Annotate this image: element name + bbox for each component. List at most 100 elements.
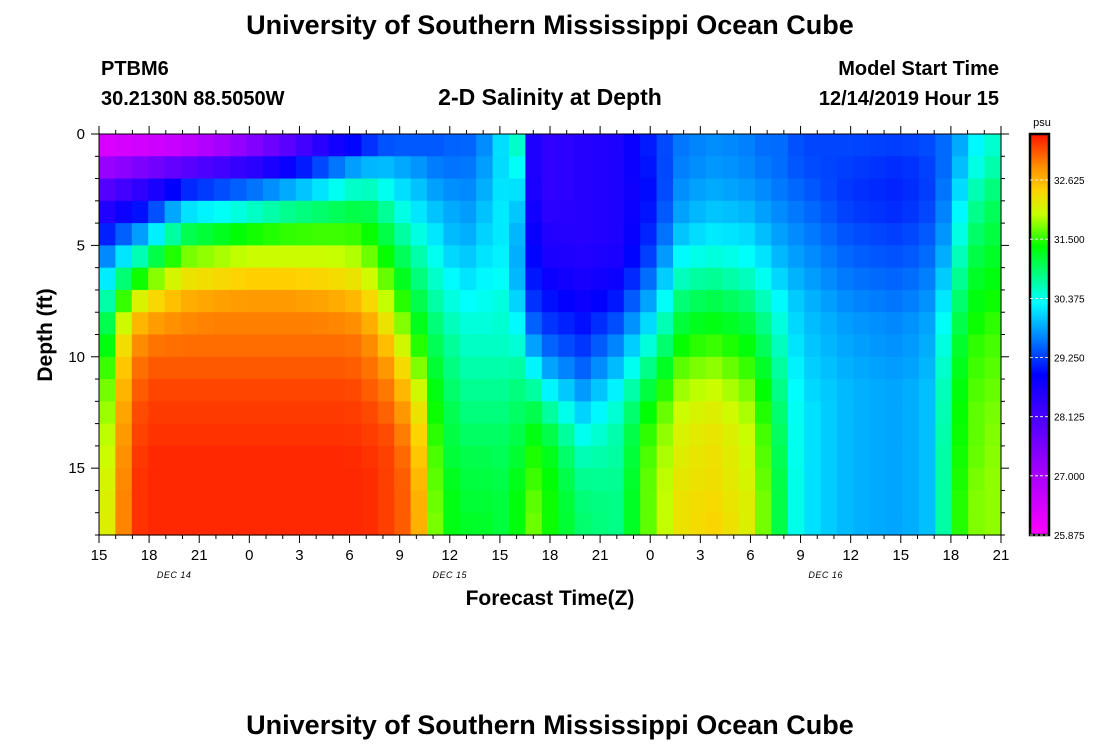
heatmap-cell bbox=[99, 178, 116, 202]
heatmap-cell bbox=[607, 379, 625, 402]
heatmap-cell bbox=[804, 223, 822, 246]
heatmap-cell bbox=[804, 401, 822, 425]
heatmap-cell bbox=[673, 334, 690, 358]
x-tick-label: 9 bbox=[796, 547, 804, 564]
heatmap-cell bbox=[722, 356, 740, 380]
heatmap-cell bbox=[935, 289, 953, 313]
heatmap-cell bbox=[148, 156, 166, 180]
heatmap-cell bbox=[181, 445, 198, 469]
heatmap-cell bbox=[558, 200, 576, 224]
heatmap-cell bbox=[328, 134, 346, 157]
heatmap-cell bbox=[197, 468, 215, 492]
heatmap-cell bbox=[213, 289, 231, 313]
heatmap-cell bbox=[459, 468, 477, 492]
x-tick-label: 18 bbox=[943, 547, 960, 564]
heatmap-cell bbox=[738, 379, 756, 402]
heatmap-cell bbox=[984, 468, 1002, 492]
heatmap-cell bbox=[181, 223, 198, 246]
heatmap-cell bbox=[623, 512, 641, 536]
heatmap-cell bbox=[148, 223, 166, 246]
heatmap-cell bbox=[246, 178, 264, 202]
x-tick-label: 21 bbox=[592, 547, 609, 564]
heatmap-cell bbox=[459, 156, 477, 180]
heatmap-cell bbox=[164, 356, 182, 380]
x-tick-label: 15 bbox=[91, 547, 108, 564]
heatmap-cell bbox=[443, 245, 461, 269]
heatmap-cell bbox=[574, 156, 592, 180]
heatmap-cell bbox=[771, 223, 789, 246]
heatmap-cell bbox=[394, 423, 412, 447]
heatmap-cell bbox=[640, 334, 658, 358]
heatmap-cell bbox=[853, 223, 871, 246]
heatmap-cell bbox=[787, 334, 805, 358]
heatmap-cell bbox=[345, 134, 362, 157]
heatmap-cell bbox=[131, 200, 149, 224]
heatmap-cell bbox=[820, 156, 838, 180]
heatmap-cell bbox=[591, 267, 608, 291]
heatmap-cell bbox=[951, 423, 969, 447]
heatmap-cell bbox=[738, 156, 756, 180]
heatmap-cell bbox=[623, 267, 641, 291]
heatmap-cell bbox=[886, 379, 904, 402]
y-tick-label: 5 bbox=[77, 237, 85, 254]
heatmap-cell bbox=[181, 156, 198, 180]
heatmap-cell bbox=[689, 134, 707, 157]
heatmap-cell bbox=[263, 267, 280, 291]
heatmap-cell bbox=[640, 312, 658, 336]
heatmap-cell bbox=[295, 289, 313, 313]
heatmap-cell bbox=[427, 178, 444, 202]
heatmap-cell bbox=[443, 267, 461, 291]
heatmap-cell bbox=[837, 156, 854, 180]
heatmap-cell bbox=[902, 379, 920, 402]
heatmap-cell bbox=[361, 245, 379, 269]
heatmap-cell bbox=[869, 379, 887, 402]
heatmap-cell bbox=[623, 356, 641, 380]
heatmap-cells bbox=[99, 134, 1002, 536]
heatmap-cell bbox=[164, 200, 182, 224]
heatmap-cell bbox=[968, 401, 986, 425]
y-tick-label: 0 bbox=[77, 126, 85, 143]
heatmap-cell bbox=[99, 312, 116, 336]
heatmap-cell bbox=[492, 312, 510, 336]
heatmap-cell bbox=[230, 468, 248, 492]
heatmap-cell bbox=[230, 423, 248, 447]
heatmap-cell bbox=[509, 223, 526, 246]
heatmap-cell bbox=[213, 156, 231, 180]
heatmap-cell bbox=[345, 178, 362, 202]
heatmap-cell bbox=[935, 223, 953, 246]
heatmap-cell bbox=[591, 134, 608, 157]
heatmap-cell bbox=[509, 401, 526, 425]
heatmap-cell bbox=[492, 267, 510, 291]
heatmap-cell bbox=[558, 245, 576, 269]
heatmap-cell bbox=[345, 289, 362, 313]
heatmap-cell bbox=[148, 178, 166, 202]
heatmap-cell bbox=[115, 356, 133, 380]
heatmap-cell bbox=[623, 401, 641, 425]
heatmap-cell bbox=[968, 267, 986, 291]
heatmap-cell bbox=[131, 289, 149, 313]
heatmap-cell bbox=[869, 267, 887, 291]
heatmap-cell bbox=[951, 245, 969, 269]
heatmap-cell bbox=[345, 334, 362, 358]
heatmap-cell bbox=[820, 356, 838, 380]
heatmap-cell bbox=[213, 512, 231, 536]
heatmap-cell bbox=[558, 178, 576, 202]
heatmap-cell bbox=[640, 223, 658, 246]
heatmap-cell bbox=[312, 134, 330, 157]
heatmap-cell bbox=[263, 468, 280, 492]
heatmap-cell bbox=[263, 334, 280, 358]
heatmap-cell bbox=[656, 178, 674, 202]
heatmap-cell bbox=[705, 445, 723, 469]
heatmap-cell bbox=[246, 490, 264, 514]
heatmap-cell bbox=[804, 512, 822, 536]
heatmap-cell bbox=[459, 334, 477, 358]
colorbar-tick-label: 28.125 bbox=[1054, 413, 1085, 424]
heatmap-cell bbox=[837, 334, 854, 358]
heatmap-cell bbox=[410, 379, 428, 402]
heatmap-cell bbox=[410, 445, 428, 469]
heatmap-cell bbox=[574, 512, 592, 536]
heatmap-cell bbox=[345, 267, 362, 291]
heatmap-cell bbox=[509, 245, 526, 269]
x-tick-label: 15 bbox=[892, 547, 909, 564]
heatmap-cell bbox=[623, 245, 641, 269]
